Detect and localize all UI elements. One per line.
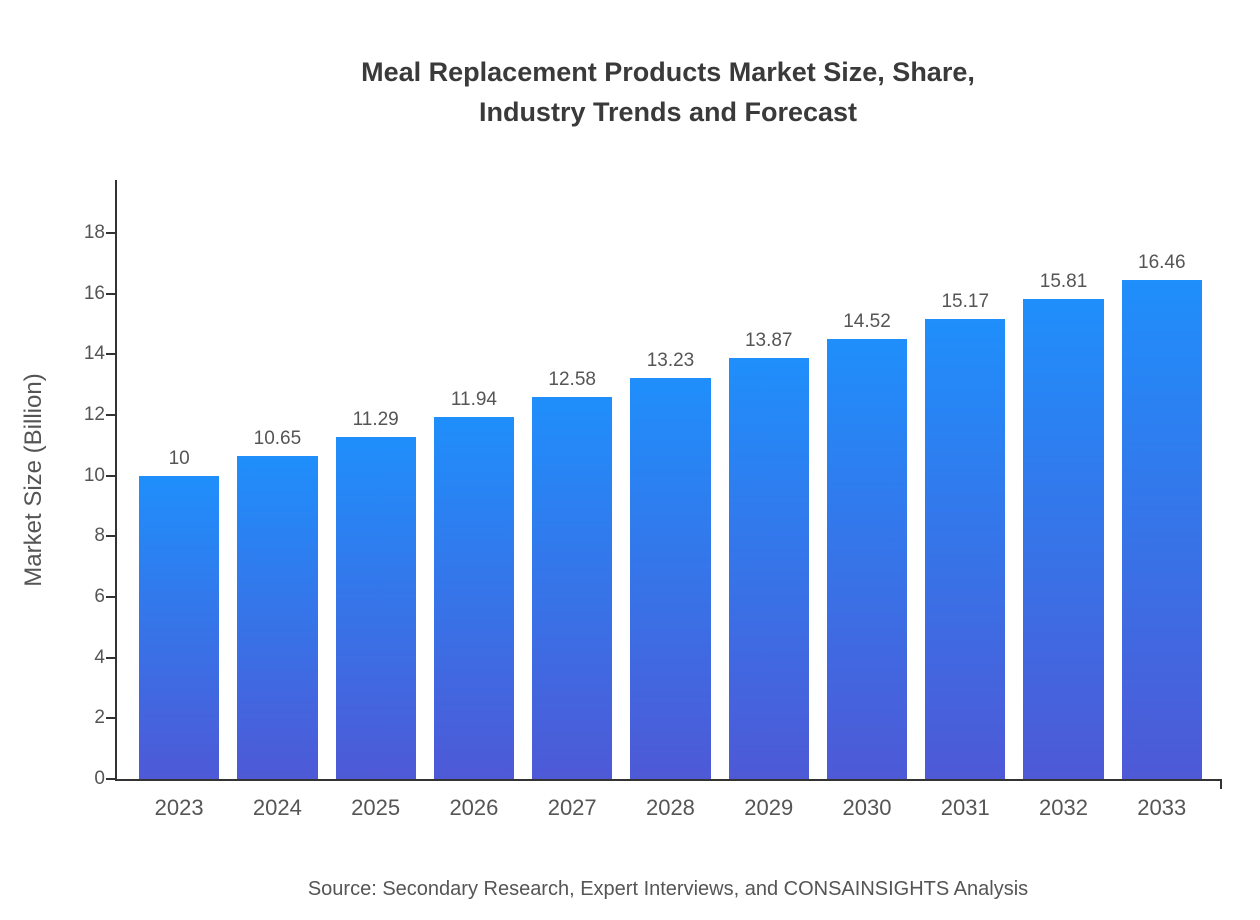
bar-2023: [139, 475, 220, 779]
y-axis-label-8: 8: [94, 525, 105, 547]
bar-group-2025: 11.29 2025: [335, 180, 416, 820]
bar-2033: [1121, 279, 1202, 779]
bar-2028: [630, 377, 711, 779]
bar-value-label: 13.23: [646, 349, 695, 371]
y-tick-mark-6: [106, 596, 115, 599]
y-axis-title: Market Size (Billion): [20, 373, 47, 587]
x-axis-label-2023: 2023: [154, 795, 204, 820]
x-axis-label-2026: 2026: [449, 795, 499, 820]
bar-group-2030: 14.52 2030: [826, 180, 908, 820]
x-axis-label-2028: 2028: [645, 795, 695, 820]
y-tick-mark-2: [106, 717, 115, 720]
bar-value-label: 16.46: [1138, 251, 1186, 273]
bar-2025: [335, 436, 416, 779]
bar-value-label: 13.87: [744, 330, 793, 352]
x-axis-label-2033: 2033: [1137, 795, 1187, 820]
x-axis-label-2025: 2025: [351, 795, 401, 820]
y-tick-mark-0: [106, 778, 115, 780]
bar-2031: [925, 318, 1006, 779]
plot-area: 10 2023 10.65 2024 11.29 2025 11.94 2026 12.58 20…: [84, 180, 1222, 820]
y-tick-mark-18: [106, 232, 115, 235]
x-axis-label-2027: 2027: [547, 795, 597, 820]
bar-2024: [237, 456, 318, 779]
bar-value-label: 11.29: [352, 408, 399, 430]
bar-value-label: 15.17: [941, 290, 990, 312]
x-axis-label-2029: 2029: [744, 795, 794, 820]
bars-container: 10 2023 10.65 2024 11.29 2025 11.94 2026 12.58 20…: [117, 180, 1222, 820]
x-axis-label-2031: 2031: [940, 795, 990, 820]
x-axis-label-2024: 2024: [252, 795, 302, 820]
bar-group-2028: 13.23 2028: [630, 180, 711, 820]
y-tick-mark-16: [106, 292, 115, 295]
bar-value-label: 10.65: [253, 428, 302, 449]
x-axis-label-2032: 2032: [1039, 795, 1088, 820]
bar-2032: [1023, 299, 1104, 779]
y-axis-label-4: 4: [94, 646, 105, 668]
bar-value-label: 15.81: [1039, 271, 1088, 293]
bar-group-2033: 16.46 2033: [1121, 180, 1202, 820]
bar-value-label: 12.58: [548, 369, 596, 391]
y-axis-label-16: 16: [83, 282, 105, 304]
y-axis-label-10: 10: [83, 464, 105, 486]
bar-group-2029: 13.87 2029: [728, 180, 809, 820]
y-tick-mark-8: [106, 535, 115, 538]
bar-group-2027: 12.58 2027: [532, 180, 613, 820]
bar-group-2024: 10.65 2024: [237, 180, 318, 820]
y-tick-mark-14: [106, 353, 115, 356]
y-axis-label-18: 18: [83, 222, 105, 244]
bar-group-2031: 15.17 2031: [925, 180, 1006, 820]
bar-group-2026: 11.94 2026: [433, 180, 515, 820]
y-tick-mark-4: [106, 656, 115, 659]
bar-group-2023: 10 2023: [139, 180, 220, 820]
bar-group-2032: 15.81 2032: [1023, 180, 1104, 820]
bar-2027: [532, 397, 613, 779]
y-axis-label-2: 2: [94, 707, 105, 729]
bar-2029: [728, 358, 809, 779]
x-axis-label-2030: 2030: [842, 795, 892, 820]
y-axis-label-6: 6: [94, 586, 105, 608]
y-axis-label-14: 14: [83, 343, 105, 365]
bar-2030: [826, 338, 908, 779]
y-axis-label-0: 0: [94, 768, 105, 789]
chart-title: Meal Replacement Products Market Size, S…: [361, 57, 975, 127]
y-tick-mark-10: [106, 474, 115, 477]
bar-value-label: 11.94: [450, 388, 497, 410]
y-axis-label-12: 12: [83, 404, 105, 426]
bar-2026: [433, 416, 515, 779]
source-caption: Source: Secondary Research, Expert Inter…: [307, 878, 1029, 900]
y-tick-mark-12: [106, 414, 115, 417]
x-axis-end-tick: [1220, 781, 1222, 789]
bar-value-label: 14.52: [843, 310, 891, 332]
bar-value-label: 10: [168, 447, 190, 469]
